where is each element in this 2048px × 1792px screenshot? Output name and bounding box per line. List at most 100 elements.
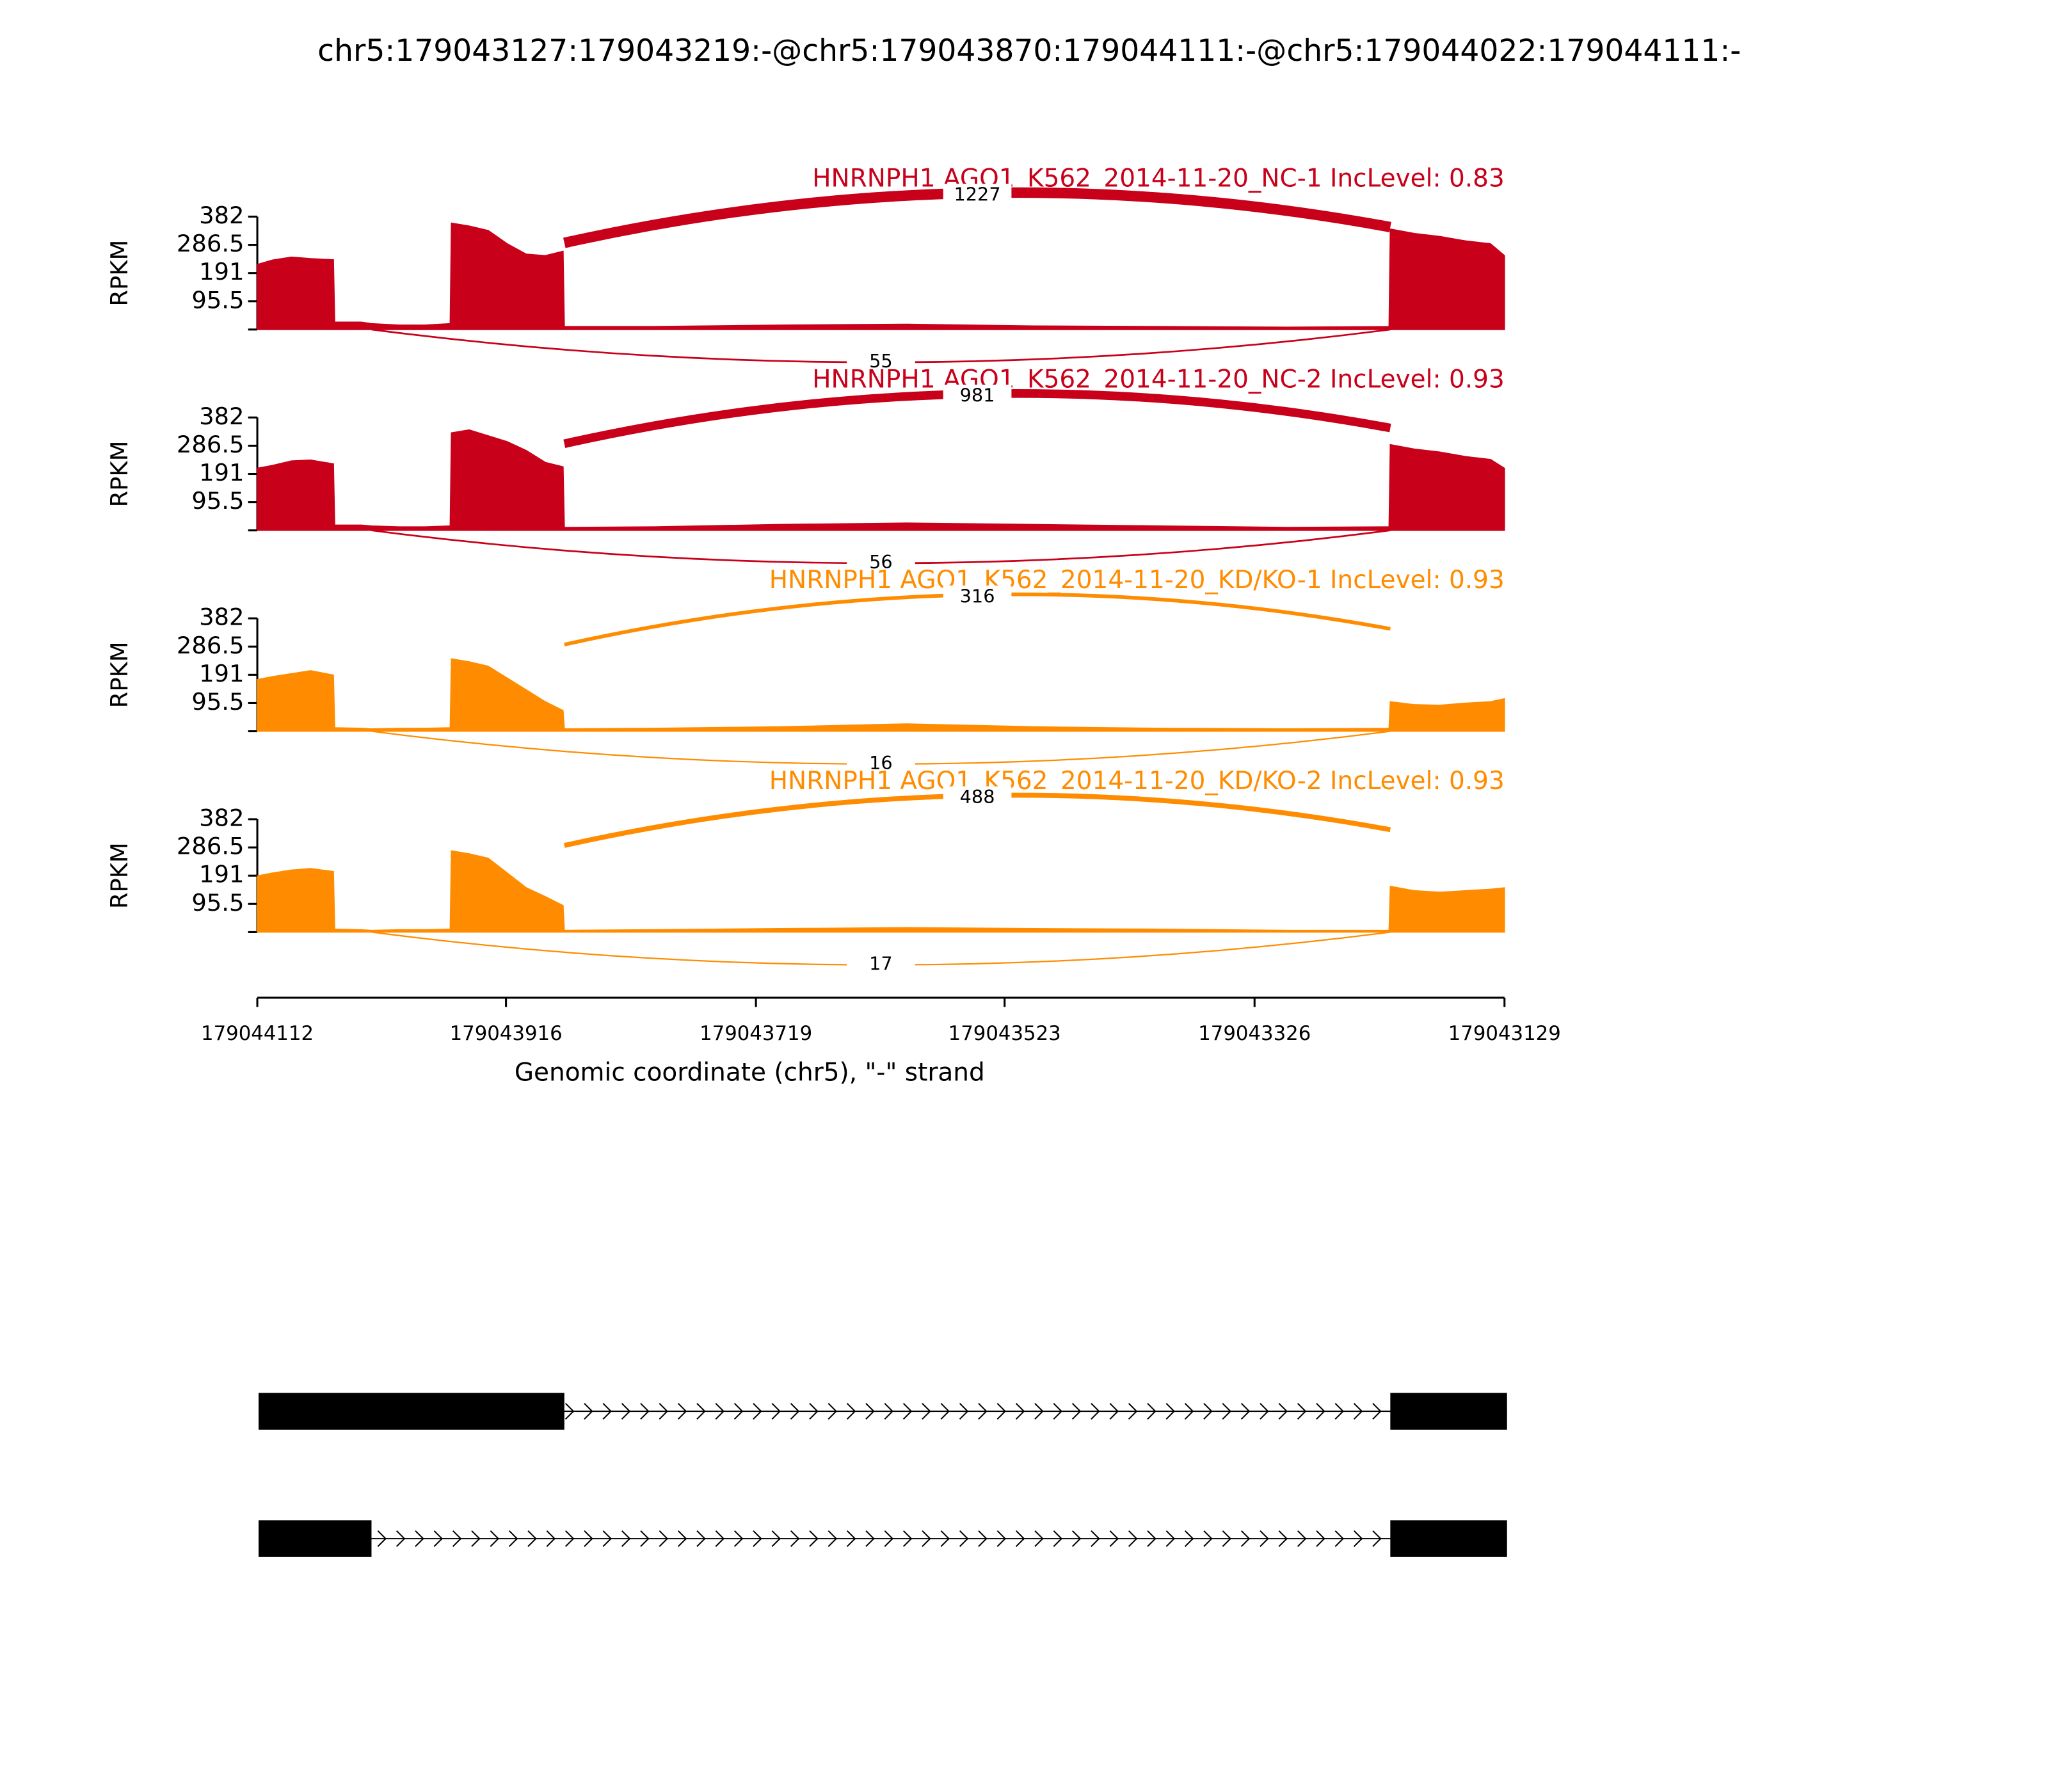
strand-arrow xyxy=(1316,1403,1325,1420)
strand-arrow xyxy=(828,1530,838,1548)
strand-arrow xyxy=(1109,1403,1119,1420)
strand-arrow xyxy=(1278,1403,1288,1420)
strand-arrow xyxy=(753,1530,762,1548)
y-axis-label: RPKM xyxy=(106,641,133,708)
strand-arrow xyxy=(640,1530,650,1548)
strand-arrow xyxy=(865,1530,875,1548)
strand-arrow xyxy=(733,1403,744,1420)
panel-title: HNRNPH1 AGO1_K562_2014-11-20_NC-2 IncLev… xyxy=(812,365,1505,394)
junction-label-bg xyxy=(943,385,1012,408)
strand-arrow xyxy=(471,1530,481,1548)
strand-arrow xyxy=(1372,1530,1382,1548)
strand-arrow xyxy=(846,1530,856,1548)
strand-arrow xyxy=(959,1530,969,1548)
panel: HNRNPH1 AGO1_K562_2014-11-20_KD/KO-2 Inc… xyxy=(106,767,1561,1087)
strand-arrow xyxy=(1147,1530,1156,1548)
strand-arrow xyxy=(1147,1403,1156,1420)
panel: HNRNPH1 AGO1_K562_2014-11-20_KD/KO-1 Inc… xyxy=(106,566,1505,776)
strand-arrow xyxy=(790,1403,800,1420)
strand-arrow xyxy=(527,1530,537,1548)
y-tick-label: 191 xyxy=(199,258,244,285)
junction-label-bg xyxy=(847,953,915,977)
strand-arrow xyxy=(996,1403,1007,1420)
y-axis-label: RPKM xyxy=(106,240,133,307)
strand-arrow xyxy=(978,1530,988,1548)
strand-arrow xyxy=(1053,1403,1063,1420)
coverage-area xyxy=(257,222,1505,330)
y-tick-label: 382 xyxy=(199,604,244,631)
strand-arrow xyxy=(771,1530,781,1548)
junction-label: 981 xyxy=(960,384,995,406)
strand-arrow xyxy=(715,1530,725,1548)
strand-arrow xyxy=(490,1530,500,1548)
strand-arrow xyxy=(1297,1403,1307,1420)
exon xyxy=(1390,1393,1507,1430)
strand-arrow xyxy=(621,1403,631,1420)
strand-arrow xyxy=(715,1403,725,1420)
strand-arrow xyxy=(1091,1403,1100,1420)
strand-arrow xyxy=(1353,1530,1363,1548)
strand-arrow xyxy=(1240,1530,1251,1548)
x-tick-label: 179043719 xyxy=(700,1022,812,1045)
strand-arrow xyxy=(884,1530,894,1548)
strand-arrow xyxy=(546,1530,556,1548)
strand-arrow xyxy=(1091,1530,1100,1548)
y-tick-label: 286.5 xyxy=(177,431,244,458)
strand-arrow xyxy=(809,1403,819,1420)
strand-arrow xyxy=(809,1530,819,1548)
strand-arrow xyxy=(771,1403,781,1420)
x-tick-label: 179043326 xyxy=(1198,1022,1311,1045)
strand-arrow xyxy=(902,1530,913,1548)
strand-arrow xyxy=(602,1403,612,1420)
strand-arrow xyxy=(1071,1403,1082,1420)
strand-arrow xyxy=(621,1530,631,1548)
strand-arrow xyxy=(753,1403,762,1420)
strand-arrow xyxy=(696,1403,706,1420)
strand-arrow xyxy=(1297,1530,1307,1548)
x-tick-label: 179043129 xyxy=(1448,1022,1561,1045)
strand-arrow xyxy=(677,1530,687,1548)
exon xyxy=(1390,1520,1507,1557)
junction-label: 55 xyxy=(869,350,893,372)
y-tick-label: 95.5 xyxy=(191,889,244,916)
strand-arrow xyxy=(1222,1530,1232,1548)
strand-arrow xyxy=(1184,1403,1194,1420)
strand-arrow xyxy=(1334,1403,1345,1420)
strand-arrow xyxy=(377,1530,387,1548)
junction-label-bg xyxy=(943,184,1012,208)
y-tick-label: 191 xyxy=(199,459,244,486)
strand-arrow xyxy=(1128,1403,1138,1420)
y-tick-label: 95.5 xyxy=(191,487,244,515)
strand-arrow xyxy=(396,1530,406,1548)
strand-arrow xyxy=(1165,1530,1176,1548)
y-axis-label: RPKM xyxy=(106,842,133,909)
strand-arrow xyxy=(1034,1403,1044,1420)
panel: HNRNPH1 AGO1_K562_2014-11-20_NC-1 IncLev… xyxy=(106,164,1505,374)
strand-arrow xyxy=(640,1403,650,1420)
junction-label-bg xyxy=(847,350,915,374)
y-tick-label: 382 xyxy=(199,804,244,832)
y-tick-label: 382 xyxy=(199,202,244,229)
exon xyxy=(259,1393,564,1430)
strand-arrow xyxy=(733,1530,744,1548)
x-tick-label: 179043523 xyxy=(948,1022,1061,1045)
strand-arrow xyxy=(1015,1403,1025,1420)
strand-arrow xyxy=(1109,1530,1119,1548)
strand-arrow xyxy=(996,1530,1007,1548)
junction-label-bg xyxy=(847,752,915,776)
strand-arrow xyxy=(1222,1403,1232,1420)
strand-arrow xyxy=(677,1403,687,1420)
x-axis-label: Genomic coordinate (chr5), "-" strand xyxy=(515,1058,985,1087)
strand-arrow xyxy=(1278,1530,1288,1548)
strand-arrow xyxy=(790,1530,800,1548)
strand-arrow xyxy=(922,1403,931,1420)
strand-arrow xyxy=(415,1530,424,1548)
strand-arrow xyxy=(1240,1403,1251,1420)
strand-arrow xyxy=(1015,1530,1025,1548)
junction-label: 316 xyxy=(960,585,995,607)
junction-label: 17 xyxy=(869,953,893,975)
strand-arrow xyxy=(584,1403,593,1420)
strand-arrow xyxy=(1316,1530,1325,1548)
